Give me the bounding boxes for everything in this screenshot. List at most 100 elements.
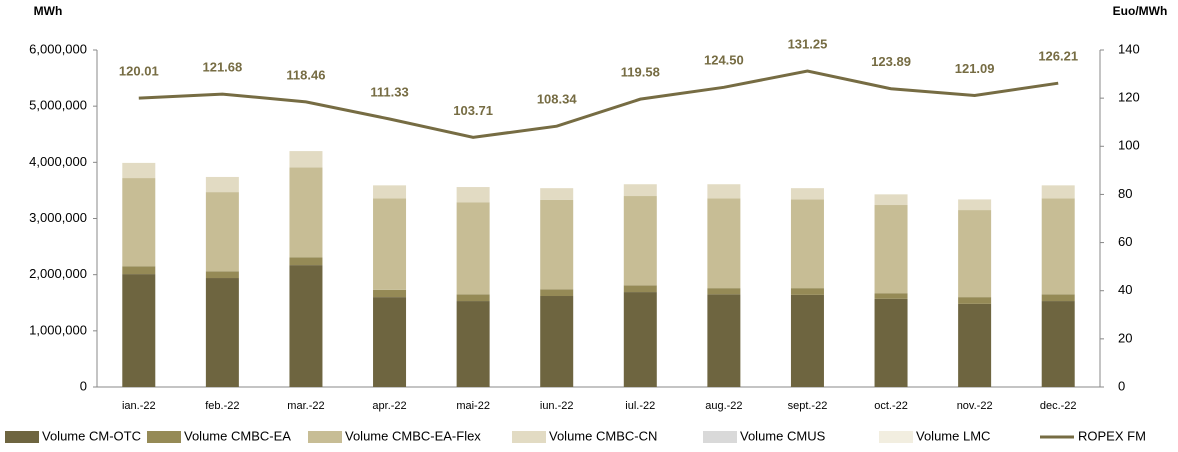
- bar-segment: [1041, 294, 1075, 302]
- bar-segment: [373, 289, 407, 298]
- data-label: 103.71: [453, 103, 493, 118]
- legend-label: Volume CMUS: [740, 428, 826, 443]
- bar-segment: [373, 185, 407, 199]
- y2-tick-label: 140: [1118, 41, 1140, 56]
- legend-swatch: [5, 431, 39, 443]
- y2-tick-label: 80: [1118, 186, 1132, 201]
- bar-segment: [623, 285, 657, 293]
- x-tick-label: sept.-22: [788, 400, 828, 412]
- legend-swatch: [308, 431, 342, 443]
- data-label: 108.34: [537, 92, 578, 107]
- data-label: 120.01: [119, 64, 159, 79]
- bar-segment: [289, 151, 323, 168]
- bar-segment: [790, 188, 824, 200]
- bar-segment: [623, 184, 657, 197]
- bar-segment: [373, 198, 407, 290]
- x-tick-label: apr.-22: [372, 400, 406, 412]
- x-tick-label: nov.-22: [957, 400, 993, 412]
- data-label: 123.89: [871, 54, 911, 69]
- x-tick-label: dec.-22: [1040, 400, 1077, 412]
- bar-segment: [707, 198, 741, 289]
- x-tick-label: iul.-22: [625, 400, 655, 412]
- bar-segment: [958, 199, 992, 211]
- bar-segment: [623, 196, 657, 286]
- x-tick-label: mar.-22: [287, 400, 324, 412]
- legend-swatch: [147, 431, 181, 443]
- bar-segment: [790, 294, 824, 387]
- bar-segment: [1041, 185, 1075, 199]
- y-tick-label: 5,000,000: [29, 98, 87, 113]
- bar-segment: [456, 187, 490, 203]
- bar-segment: [122, 266, 156, 275]
- bar-segment: [122, 162, 156, 179]
- bar-segment: [874, 293, 908, 299]
- bar-segment: [540, 296, 574, 387]
- x-tick-label: mai-22: [456, 400, 490, 412]
- bar-segment: [122, 274, 156, 387]
- line-series: [138, 69, 1059, 139]
- bar-segment: [874, 194, 908, 206]
- data-label: 124.50: [704, 53, 744, 68]
- y-tick-label: 4,000,000: [29, 154, 87, 169]
- bar-segment: [205, 271, 239, 279]
- bar-segment: [205, 278, 239, 387]
- bar-segment: [456, 202, 490, 295]
- data-label: 119.58: [621, 65, 660, 80]
- legend-label: Volume CMBC-EA-Flex: [345, 428, 481, 443]
- bar-segment: [456, 301, 490, 387]
- bar-segment: [289, 265, 323, 387]
- data-label: 126.21: [1038, 49, 1078, 64]
- y2-tick-label: 0: [1118, 378, 1125, 393]
- bar-segment: [122, 178, 156, 267]
- bar-segment: [874, 298, 908, 387]
- data-label: 121.68: [202, 60, 242, 75]
- legend-swatch: [879, 431, 913, 443]
- bar-segment: [540, 199, 574, 290]
- x-tick-label: iun.-22: [540, 400, 574, 412]
- bar-segment: [958, 297, 992, 304]
- bar-segment: [707, 184, 741, 199]
- bar-segment: [205, 176, 239, 193]
- y2-tick-label: 60: [1118, 234, 1132, 249]
- legend-label: Volume LMC: [916, 428, 990, 443]
- legend-label: Volume CMBC-EA: [184, 428, 291, 443]
- data-label: 131.25: [788, 37, 828, 52]
- bar-segment: [1041, 301, 1075, 387]
- legend-label: Volume CM-OTC: [42, 428, 141, 443]
- bar-segment: [958, 303, 992, 387]
- y2-axis-label: Euo/MWh: [1113, 4, 1168, 18]
- y2-tick-label: 20: [1118, 330, 1132, 345]
- bar-segment: [540, 188, 574, 200]
- y-tick-label: 1,000,000: [29, 322, 87, 337]
- legend-swatch: [512, 431, 546, 443]
- bar-segment: [707, 288, 741, 295]
- data-label: 118.46: [286, 67, 325, 82]
- data-label: 121.09: [955, 61, 995, 76]
- bar-segment: [456, 294, 490, 302]
- x-tick-label: oct.-22: [874, 400, 908, 412]
- bar-segment: [289, 257, 323, 266]
- x-tick-label: aug.-22: [705, 400, 742, 412]
- y2-tick-label: 100: [1118, 138, 1140, 153]
- legend-swatch: [703, 431, 737, 443]
- bar-segment: [790, 199, 824, 289]
- y-tick-label: 3,000,000: [29, 210, 87, 225]
- bar-segment: [205, 192, 239, 272]
- x-tick-label: ian.-22: [122, 400, 156, 412]
- y2-tick-label: 40: [1118, 282, 1132, 297]
- bar-segment: [373, 297, 407, 387]
- bar-segment: [958, 210, 992, 298]
- legend-label: ROPEX FM: [1078, 428, 1146, 443]
- bar-segment: [707, 294, 741, 387]
- bar-segment: [874, 205, 908, 294]
- bar-segment: [289, 167, 323, 258]
- x-tick-label: feb.-22: [205, 400, 239, 412]
- y-tick-label: 2,000,000: [29, 266, 87, 281]
- bar-segment: [790, 288, 824, 295]
- bar-segment: [1041, 198, 1075, 295]
- y2-tick-label: 120: [1118, 90, 1140, 105]
- bar-segment: [623, 292, 657, 387]
- y-tick-label: 0: [80, 378, 87, 393]
- bar-segment: [540, 289, 574, 297]
